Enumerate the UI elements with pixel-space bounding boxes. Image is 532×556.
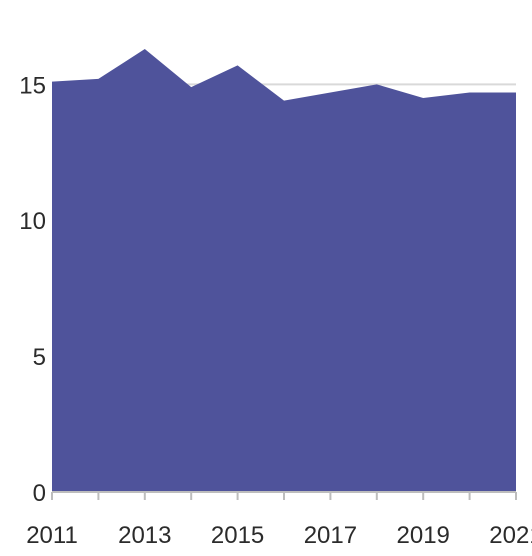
y-tick-label: 10	[19, 208, 46, 235]
y-tick-label: 0	[33, 480, 46, 507]
x-tick-label: 2013	[118, 522, 171, 549]
x-tick-label: 2017	[304, 522, 357, 549]
x-tick-labels: 2011 2013 2015 2017 2019 2021	[26, 522, 532, 549]
area-series-fill	[52, 49, 516, 492]
y-tick-label: 15	[19, 72, 46, 99]
y-tick-label: 5	[33, 344, 46, 371]
y-tick-labels: 0 5 10 15	[19, 72, 46, 507]
x-tick-label: 2015	[211, 522, 264, 549]
x-tick-label: 2021	[489, 522, 532, 549]
x-axis	[51, 491, 517, 500]
x-tick-label: 2011	[26, 522, 78, 549]
area-series	[52, 49, 516, 492]
x-tick-label: 2019	[397, 522, 450, 549]
